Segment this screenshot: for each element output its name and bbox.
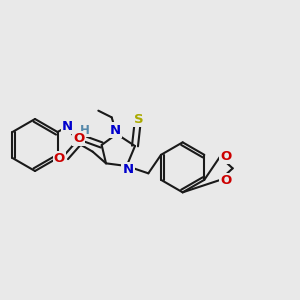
Text: O: O [73,132,84,145]
Text: N: N [122,163,134,176]
Text: N: N [62,120,73,133]
Text: S: S [134,112,144,125]
Text: N: N [110,124,121,136]
Text: H: H [80,124,89,136]
Text: O: O [220,149,232,163]
Text: O: O [54,152,65,166]
Text: O: O [220,174,232,187]
